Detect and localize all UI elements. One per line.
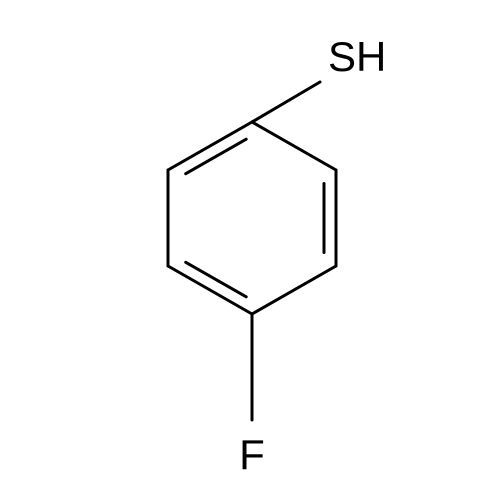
bond	[168, 122, 252, 170]
bond	[252, 82, 320, 122]
bond	[252, 266, 336, 314]
bond	[252, 122, 336, 170]
atom-labels-layer: SH F	[239, 33, 386, 478]
atom-label-sh: SH	[328, 33, 386, 80]
bond	[168, 266, 252, 314]
bonds-layer	[168, 82, 336, 420]
atom-label-f: F	[239, 431, 265, 478]
molecule-diagram: SH F	[0, 0, 500, 500]
